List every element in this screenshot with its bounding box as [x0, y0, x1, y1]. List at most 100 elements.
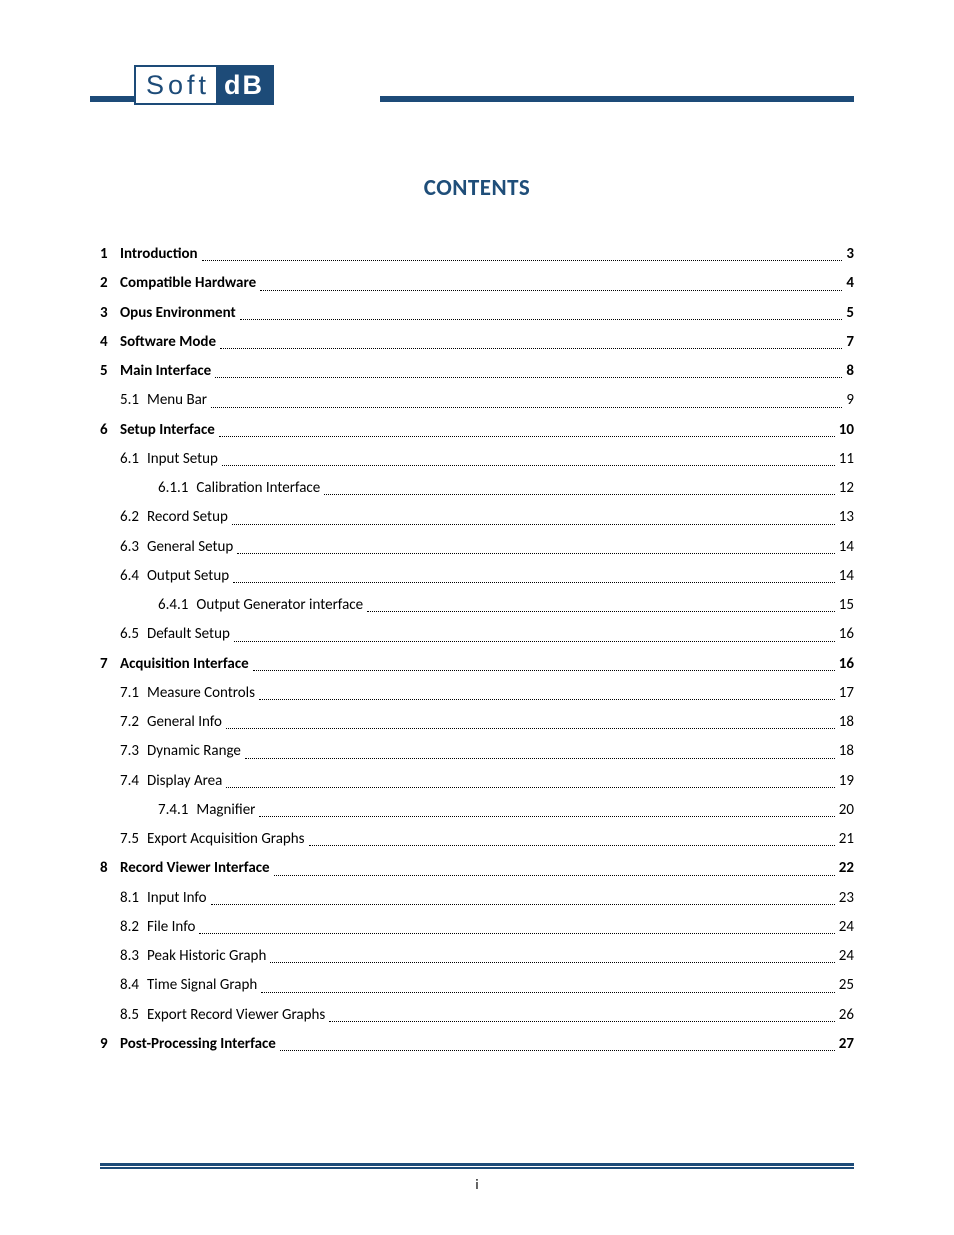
toc-section-number: 7.4 — [120, 767, 147, 796]
toc-entry-title: Display Area — [147, 767, 222, 796]
toc-entry-title: File Info — [147, 913, 195, 942]
toc-entry-body: 8.3Peak Historic Graph24 — [120, 942, 854, 971]
toc-page-ref: 8 — [844, 357, 854, 386]
toc-leader-dots — [280, 1050, 835, 1051]
toc-leader-dots — [237, 553, 835, 554]
toc-page-ref: 11 — [837, 445, 854, 474]
toc-chapter-number: 7 — [100, 650, 120, 679]
toc-row: 5Main Interface8 — [100, 357, 854, 386]
toc-entry-body: 8.5Export Record Viewer Graphs26 — [120, 1001, 854, 1030]
toc-leader-dots — [240, 319, 843, 320]
toc-entry-body: 7.5Export Acquisition Graphs21 — [120, 825, 854, 854]
toc-leader-dots — [329, 1021, 835, 1022]
toc-entry-title: Input Info — [147, 884, 207, 913]
toc-leader-dots — [226, 728, 835, 729]
toc-page-ref: 20 — [837, 796, 854, 825]
toc-row: 6.1Input Setup11 — [100, 445, 854, 474]
page-number: i — [0, 1176, 954, 1193]
toc-entry-body: 6.3General Setup14 — [120, 533, 854, 562]
toc-page-ref: 22 — [837, 854, 854, 883]
toc-row: 2Compatible Hardware 4 — [100, 269, 854, 298]
toc-entry-title: Software Mode — [120, 328, 216, 357]
toc-entry-body: 6.4.1Output Generator interface15 — [158, 591, 854, 620]
toc-entry-body: 6.1.1Calibration Interface12 — [158, 474, 854, 503]
header-rule-right — [380, 96, 854, 102]
toc-chapter-number: 1 — [100, 240, 120, 269]
toc-entry-title: General Setup — [147, 533, 233, 562]
toc-entry-title: Calibration Interface — [196, 474, 320, 503]
toc-row: 7.2General Info18 — [100, 708, 854, 737]
toc-entry-title: Measure Controls — [147, 679, 255, 708]
toc-row: 6.1.1Calibration Interface12 — [100, 474, 854, 503]
toc-entry-title: Main Interface — [120, 357, 211, 386]
toc-entry-body: 8.2File Info24 — [120, 913, 854, 942]
toc-entry-body: Post-Processing Interface 27 — [120, 1030, 854, 1059]
toc-row: 4Software Mode7 — [100, 328, 854, 357]
logo-db-text: dB — [216, 67, 272, 103]
toc-section-number: 6.1.1 — [158, 474, 196, 503]
toc-page-ref: 27 — [837, 1030, 854, 1059]
toc-page-ref: 16 — [837, 650, 854, 679]
toc-entry-title: Export Record Viewer Graphs — [147, 1001, 325, 1030]
toc-entry-title: Dynamic Range — [147, 737, 241, 766]
toc-row: 7Acquisition Interface16 — [100, 650, 854, 679]
toc-entry-body: Introduction3 — [120, 240, 854, 269]
toc-leader-dots — [199, 933, 834, 934]
toc-entry-body: 6.2Record Setup13 — [120, 503, 854, 532]
toc-leader-dots — [226, 787, 834, 788]
toc-page-ref: 7 — [844, 328, 854, 357]
toc-entry-title: Compatible Hardware — [120, 269, 256, 298]
toc-row: 1Introduction3 — [100, 240, 854, 269]
toc-leader-dots — [202, 260, 843, 261]
toc-chapter-number: 8 — [100, 854, 120, 883]
toc-row: 6.5Default Setup16 — [100, 620, 854, 649]
toc-chapter-number: 2 — [100, 269, 120, 298]
toc-entry-body: 7.1Measure Controls17 — [120, 679, 854, 708]
toc-page-ref: 15 — [837, 591, 854, 620]
softdb-logo: Soft dB — [134, 65, 274, 105]
toc-page-ref: 4 — [844, 269, 854, 298]
toc-entry-title: Record Setup — [147, 503, 228, 532]
toc-page-ref: 18 — [837, 708, 854, 737]
toc-row: 8Record Viewer Interface22 — [100, 854, 854, 883]
toc-section-number: 5.1 — [120, 386, 147, 415]
toc-entry-title: Output Generator interface — [196, 591, 363, 620]
toc-page-ref: 17 — [837, 679, 854, 708]
toc-page-ref: 13 — [837, 503, 854, 532]
toc-entry-body: 6.1Input Setup11 — [120, 445, 854, 474]
header-rule-left — [90, 96, 136, 102]
footer-rule — [100, 1163, 854, 1169]
toc-section-number: 7.2 — [120, 708, 147, 737]
toc-row: 7.4.1Magnifier20 — [100, 796, 854, 825]
toc-leader-dots — [261, 992, 835, 993]
toc-leader-dots — [215, 377, 842, 378]
toc-row: 7.5Export Acquisition Graphs21 — [100, 825, 854, 854]
toc-row: 6.3General Setup14 — [100, 533, 854, 562]
toc-page-ref: 9 — [844, 386, 854, 415]
toc-entry-title: Setup Interface — [120, 416, 215, 445]
toc-section-number: 6.1 — [120, 445, 147, 474]
toc-entry-title: Magnifier — [196, 796, 255, 825]
toc-leader-dots — [211, 407, 842, 408]
toc-leader-dots — [211, 904, 835, 905]
toc-leader-dots — [233, 582, 835, 583]
toc-entry-title: Introduction — [120, 240, 198, 269]
logo-soft-text: Soft — [136, 67, 216, 103]
toc-section-number: 6.4 — [120, 562, 147, 591]
toc-leader-dots — [245, 758, 835, 759]
page-header: Soft dB — [100, 60, 854, 104]
toc-chapter-number: 3 — [100, 299, 120, 328]
toc-page-ref: 25 — [837, 971, 854, 1000]
toc-page-ref: 26 — [837, 1001, 854, 1030]
toc-leader-dots — [367, 611, 835, 612]
toc-entry-body: Opus Environment5 — [120, 299, 854, 328]
toc-entry-title: Post-Processing Interface — [120, 1030, 276, 1059]
toc-page-ref: 24 — [837, 942, 854, 971]
toc-entry-body: 8.4Time Signal Graph25 — [120, 971, 854, 1000]
toc-leader-dots — [232, 524, 835, 525]
toc-page-ref: 18 — [837, 737, 854, 766]
toc-entry-body: Record Viewer Interface22 — [120, 854, 854, 883]
toc-leader-dots — [234, 641, 835, 642]
toc-row: 7.3Dynamic Range18 — [100, 737, 854, 766]
toc-entry-body: Compatible Hardware 4 — [120, 269, 854, 298]
